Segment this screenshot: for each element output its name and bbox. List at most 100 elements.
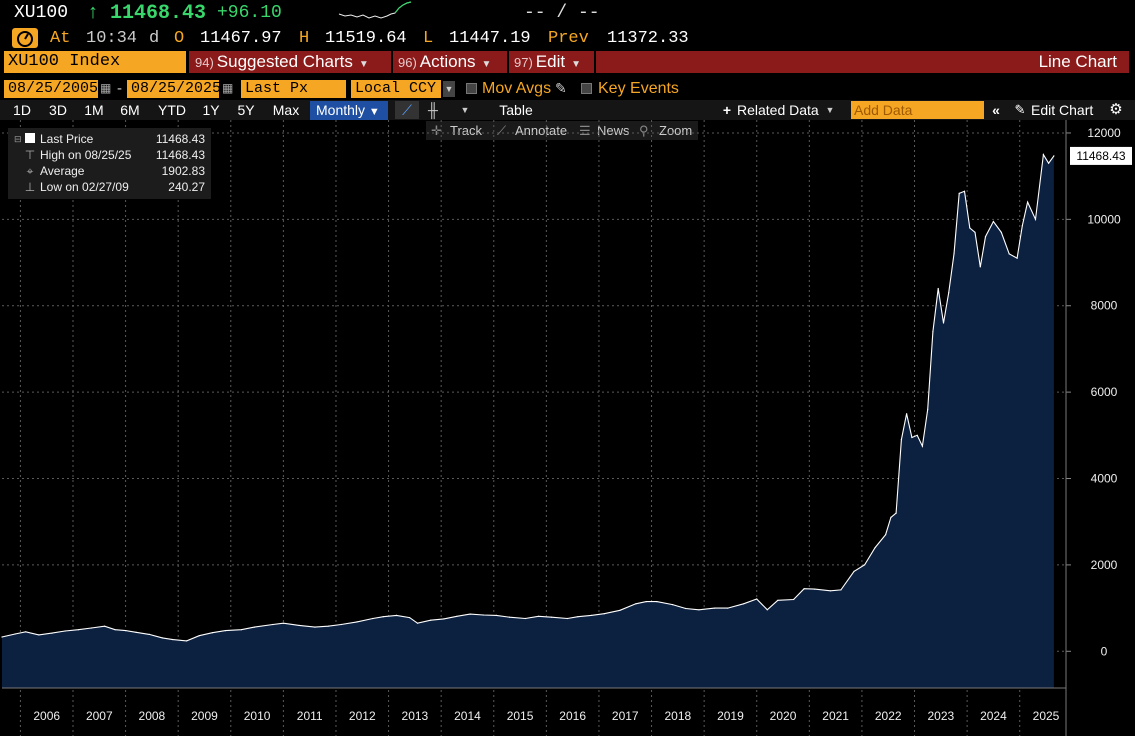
data-point (1053, 155, 1055, 157)
mov-avgs-checkbox[interactable] (466, 83, 477, 94)
x-tick-label: 2023 (927, 709, 954, 723)
data-point (90, 627, 92, 629)
chart-style-dropdown-icon[interactable]: ▼ (460, 105, 470, 115)
data-point (272, 623, 274, 626)
quote-stats: At 10:34 d O 11467.97 H 11519.64 L 11447… (0, 28, 1135, 50)
edit-menu[interactable]: 97) Edit ▼ (509, 51, 594, 73)
calendar-icon[interactable]: ▦ (222, 81, 234, 95)
up-arrow-icon: ↑ (88, 1, 98, 23)
range-1d[interactable]: 1D (13, 102, 31, 118)
data-point (577, 616, 579, 618)
bar-chart-icon[interactable]: ╫ (428, 102, 438, 118)
menu-label: Suggested Charts (216, 52, 353, 71)
ticker-symbol: XU100 (14, 3, 69, 23)
x-tick-label: 2018 (664, 709, 691, 723)
mov-avgs-label[interactable]: Mov Avgs (482, 80, 552, 97)
range-5y[interactable]: 5Y (237, 102, 255, 118)
data-point (714, 607, 716, 609)
x-tick-label: 2008 (139, 709, 166, 723)
data-point (900, 439, 903, 441)
currency-dropdown-icon[interactable]: ▼ (443, 81, 455, 97)
range-1y[interactable]: 1Y (202, 102, 220, 118)
y-tick-label: 10000 (1087, 212, 1121, 226)
related-data-button[interactable]: Related Data (737, 102, 819, 118)
caret-down-icon[interactable]: ▼ (825, 105, 835, 115)
plus-icon[interactable]: + (722, 102, 732, 118)
security-field[interactable]: XU100 Index (4, 51, 186, 73)
caret-down-icon: ▼ (481, 59, 492, 70)
x-axis: 2006 2007 2008 2009 2010 2011 2012 2013 2014 2015… (2, 687, 1066, 723)
collapse-icon[interactable]: « (992, 102, 1000, 118)
range-3d[interactable]: 3D (49, 102, 67, 118)
line-chart-icon[interactable]: ⟋ (395, 101, 419, 119)
legend-value: 240.27 (168, 180, 205, 194)
data-point (114, 629, 116, 631)
calendar-icon[interactable]: ▦ (100, 81, 112, 95)
data-point (172, 639, 174, 641)
x-tick-label: 2015 (507, 709, 534, 723)
data-point (395, 614, 398, 616)
x-tick-label: 2014 (454, 709, 481, 723)
data-point (932, 331, 934, 333)
data-point (372, 617, 374, 620)
table-button[interactable]: Table (499, 102, 533, 118)
field-select[interactable]: Last Px (241, 80, 346, 98)
average-marker-icon: ⌖ (26, 164, 34, 178)
data-point (508, 616, 511, 618)
data-point (1042, 154, 1044, 156)
edit-chart-button[interactable]: Edit Chart (1031, 102, 1094, 118)
suggested-charts-menu[interactable]: 94) Suggested Charts ▼ (189, 51, 391, 73)
news-button[interactable]: News (597, 123, 630, 138)
data-point (340, 623, 342, 626)
y-tick-label: 2000 (1091, 558, 1118, 572)
zoom-icon: ⚲ (639, 123, 649, 138)
data-point (727, 607, 729, 609)
data-point (186, 640, 188, 642)
pencil-icon[interactable]: ✎ (555, 80, 567, 96)
chart-plot-area (1, 152, 1055, 689)
data-point (148, 633, 150, 636)
actions-menu[interactable]: 96) Actions ▼ (393, 51, 507, 73)
data-point (1016, 257, 1018, 259)
pencil-icon[interactable]: ✎ (1014, 102, 1026, 117)
range-max[interactable]: Max (272, 102, 300, 118)
gear-icon[interactable]: ⚙ (1109, 101, 1123, 118)
data-point (327, 625, 329, 627)
data-point (25, 631, 27, 633)
data-point (927, 408, 929, 410)
x-tick-label: 2019 (717, 709, 744, 723)
last-price: 11468.43 (110, 2, 207, 25)
zoom-button[interactable]: Zoom (659, 123, 693, 138)
period-select[interactable]: Monthly ▼ (310, 101, 388, 120)
add-data-input[interactable]: Add Data (851, 101, 984, 119)
annotate-icon: ⟋ (497, 123, 507, 138)
end-date-field[interactable]: 08/25/2025 (127, 80, 221, 98)
track-button[interactable]: Track (450, 123, 483, 138)
price-chart[interactable]: 0 2000 4000 6000 8000 10000 12000 2006 2007 2008… (0, 120, 1135, 736)
annotate-button[interactable]: Annotate (515, 123, 568, 138)
key-events-label[interactable]: Key Events (598, 80, 679, 97)
range-ytd[interactable]: YTD (158, 102, 186, 118)
data-point (224, 630, 227, 632)
currency-select[interactable]: Local CCY (351, 80, 441, 98)
caret-down-icon: ▼ (368, 106, 380, 118)
data-point (921, 445, 924, 447)
range-1m[interactable]: 1M (84, 102, 104, 118)
price-area (2, 154, 1054, 689)
data-point (645, 601, 647, 603)
data-point (495, 614, 497, 616)
legend-label: Low on 02/27/09 (40, 180, 129, 194)
legend-value: 1902.83 (161, 164, 205, 178)
data-point (963, 190, 966, 192)
gauge-icon[interactable] (12, 28, 38, 48)
key-events-checkbox[interactable] (581, 83, 592, 94)
collapse-icon[interactable]: ⊟ (14, 134, 22, 144)
prev-label: Prev (548, 29, 589, 48)
legend-value: 11468.43 (155, 132, 205, 146)
last-price-label-group: 11468.43 (1070, 146, 1132, 165)
start-date-field[interactable]: 08/25/2005 (4, 80, 98, 98)
range-6m[interactable]: 6M (120, 102, 140, 118)
data-point (590, 614, 592, 616)
low-label: L (423, 29, 434, 48)
y-tick-label: 8000 (1091, 299, 1118, 313)
